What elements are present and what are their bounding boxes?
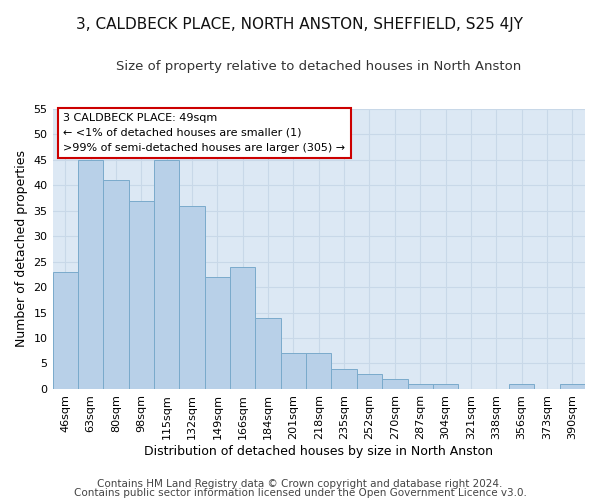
- Y-axis label: Number of detached properties: Number of detached properties: [15, 150, 28, 348]
- Bar: [78, 160, 103, 389]
- Bar: [331, 368, 357, 389]
- Text: 3, CALDBECK PLACE, NORTH ANSTON, SHEFFIELD, S25 4JY: 3, CALDBECK PLACE, NORTH ANSTON, SHEFFIE…: [77, 18, 523, 32]
- Title: Size of property relative to detached houses in North Anston: Size of property relative to detached ho…: [116, 60, 521, 73]
- Bar: [103, 180, 128, 389]
- Bar: [179, 206, 205, 389]
- Bar: [357, 374, 382, 389]
- Bar: [256, 318, 281, 389]
- Bar: [53, 272, 78, 389]
- Bar: [230, 266, 256, 389]
- Bar: [205, 277, 230, 389]
- Bar: [433, 384, 458, 389]
- Bar: [128, 200, 154, 389]
- X-axis label: Distribution of detached houses by size in North Anston: Distribution of detached houses by size …: [144, 444, 493, 458]
- Bar: [382, 379, 407, 389]
- Text: Contains HM Land Registry data © Crown copyright and database right 2024.: Contains HM Land Registry data © Crown c…: [97, 479, 503, 489]
- Text: 3 CALDBECK PLACE: 49sqm
← <1% of detached houses are smaller (1)
>99% of semi-de: 3 CALDBECK PLACE: 49sqm ← <1% of detache…: [63, 113, 346, 152]
- Bar: [281, 354, 306, 389]
- Bar: [560, 384, 585, 389]
- Bar: [509, 384, 534, 389]
- Bar: [154, 160, 179, 389]
- Bar: [407, 384, 433, 389]
- Bar: [306, 354, 331, 389]
- Text: Contains public sector information licensed under the Open Government Licence v3: Contains public sector information licen…: [74, 488, 526, 498]
